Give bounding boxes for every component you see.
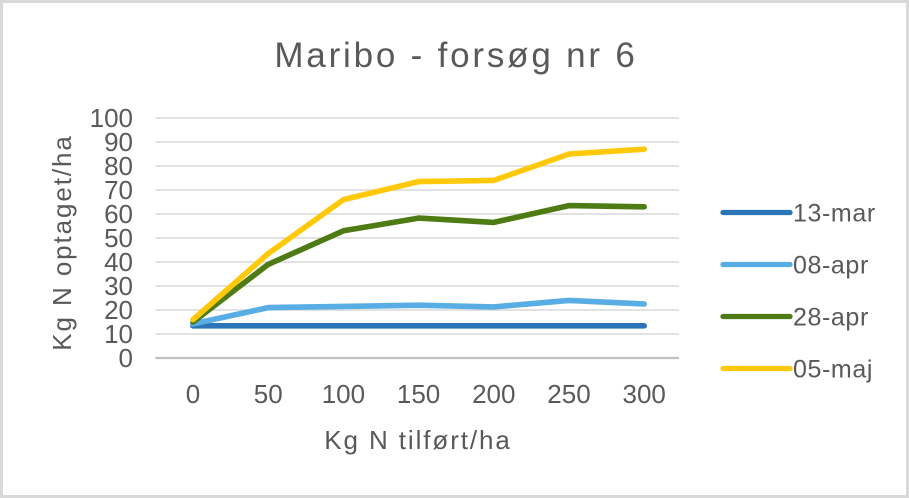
svg-text:50: 50 bbox=[104, 223, 133, 253]
svg-text:Maribo - forsøg nr 6: Maribo - forsøg nr 6 bbox=[274, 36, 637, 75]
svg-text:80: 80 bbox=[104, 151, 133, 181]
svg-text:60: 60 bbox=[104, 199, 133, 229]
svg-text:05-maj: 05-maj bbox=[793, 356, 873, 384]
svg-text:70: 70 bbox=[104, 175, 133, 205]
svg-text:13-mar: 13-mar bbox=[793, 200, 876, 228]
svg-text:100: 100 bbox=[90, 103, 133, 133]
svg-text:Kg N tilført/ha: Kg N tilført/ha bbox=[324, 425, 511, 455]
svg-text:0: 0 bbox=[119, 343, 133, 373]
svg-text:08-apr: 08-apr bbox=[793, 252, 869, 280]
svg-text:50: 50 bbox=[254, 379, 283, 409]
svg-text:40: 40 bbox=[104, 247, 133, 277]
svg-text:150: 150 bbox=[397, 379, 440, 409]
svg-text:100: 100 bbox=[322, 379, 365, 409]
svg-text:Kg N optaget/ha: Kg N optaget/ha bbox=[47, 134, 77, 350]
svg-text:90: 90 bbox=[104, 127, 133, 157]
svg-text:30: 30 bbox=[104, 271, 133, 301]
svg-text:250: 250 bbox=[547, 379, 590, 409]
svg-text:10: 10 bbox=[104, 319, 133, 349]
svg-text:300: 300 bbox=[623, 379, 666, 409]
svg-text:20: 20 bbox=[104, 295, 133, 325]
svg-text:0: 0 bbox=[186, 379, 200, 409]
svg-text:200: 200 bbox=[472, 379, 515, 409]
svg-text:28-apr: 28-apr bbox=[793, 304, 869, 332]
